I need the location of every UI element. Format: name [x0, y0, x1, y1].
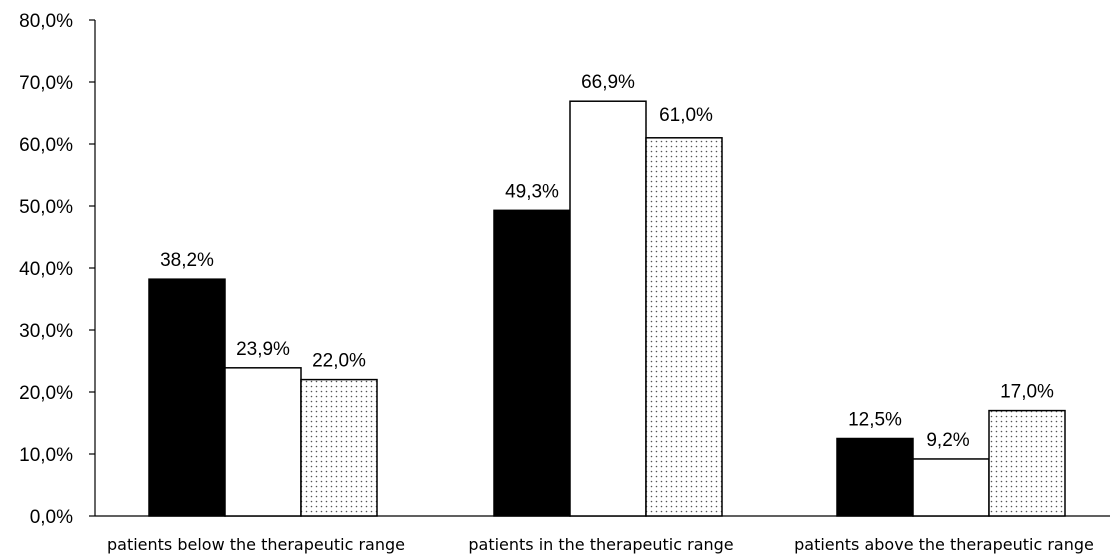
- data-label: 66,9%: [581, 72, 635, 93]
- bar: [224, 367, 302, 517]
- data-label: 38,2%: [160, 250, 214, 271]
- data-label: 12,5%: [848, 410, 902, 431]
- data-label: 22,0%: [312, 351, 366, 372]
- data-label: 49,3%: [505, 181, 559, 202]
- bar: [912, 458, 990, 517]
- bar: [569, 100, 647, 517]
- y-tick-label: 20,0%: [19, 383, 73, 404]
- category-label: patients above the therapeutic range: [794, 535, 1094, 554]
- label-layer: 0,0% 10,0% 20,0% 30,0% 40,0% 50,0% 60,0% 70,0% 8…: [19, 11, 1094, 554]
- y-tick-label: 50,0%: [19, 197, 73, 218]
- bar: [645, 137, 723, 517]
- bar: [148, 278, 226, 517]
- bar: [836, 437, 914, 517]
- bar: [988, 409, 1066, 517]
- data-label: 9,2%: [926, 430, 969, 451]
- bar-layer: [148, 100, 1066, 517]
- y-tick-label: 60,0%: [19, 135, 73, 156]
- data-label: 23,9%: [236, 339, 290, 360]
- y-tick-label: 0,0%: [30, 507, 73, 528]
- category-label: patients below the therapeutic range: [107, 535, 405, 554]
- y-tick-label: 10,0%: [19, 445, 73, 466]
- category-label: patients in the therapeutic range: [468, 535, 733, 554]
- bar: [300, 378, 378, 517]
- data-label: 17,0%: [1000, 382, 1054, 403]
- data-label: 61,0%: [659, 105, 713, 126]
- y-tick-label: 40,0%: [19, 259, 73, 280]
- bar: [493, 209, 571, 517]
- y-tick-label: 80,0%: [19, 11, 73, 32]
- y-tick-label: 70,0%: [19, 73, 73, 94]
- y-tick-label: 30,0%: [19, 321, 73, 342]
